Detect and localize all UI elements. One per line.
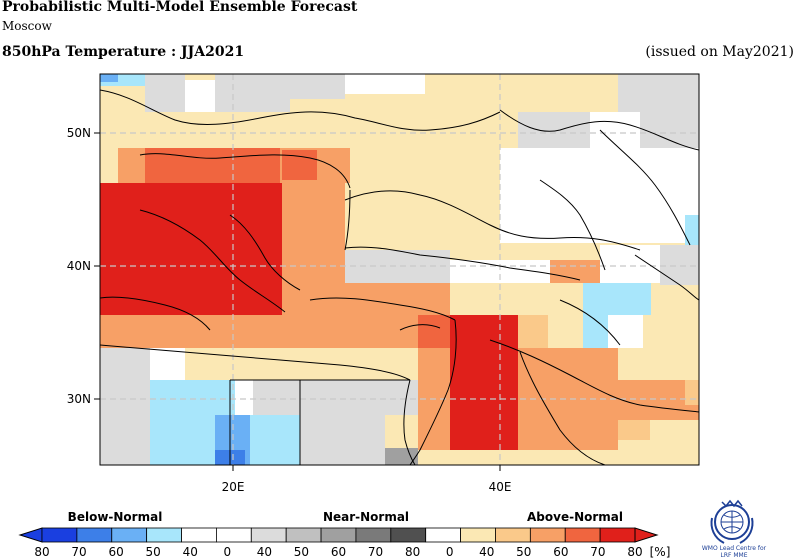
legend-tick-label: 70 <box>71 545 86 559</box>
legend-tick-label: 40 <box>257 545 272 559</box>
legend-tick-label: 80 <box>405 545 420 559</box>
lon-label-40e: 40E <box>489 480 512 494</box>
legend-below-normal: Below-Normal <box>68 510 163 524</box>
legend-tick-label: 0 <box>446 545 454 559</box>
colorbar-segment <box>355 527 392 543</box>
wmo-caption-line1: WMO Lead Centre for <box>701 545 767 552</box>
legend-colorbar <box>18 527 659 543</box>
legend-tick-label: 60 <box>553 545 568 559</box>
legend-above-normal: Above-Normal <box>527 510 623 524</box>
legend-tick-label: 80 <box>34 545 49 559</box>
legend-tick-labels: 80 70 60 50 40 0 40 50 60 70 80 0 40 50 60 70 80 <box>34 545 642 559</box>
axis-ticks <box>94 132 501 471</box>
legend-tick-label: 60 <box>108 545 123 559</box>
page-title: Probabilistic Multi-Model Ensemble Forec… <box>2 0 358 15</box>
wmo-caption: WMO Lead Centre for LRF MME <box>690 545 778 559</box>
colorbar-segment <box>285 527 322 543</box>
colorbar-segment <box>181 527 217 543</box>
colorbar-segment <box>216 527 252 543</box>
coastlines <box>100 89 699 465</box>
colorbar-segment <box>146 527 182 543</box>
wmo-logo <box>710 499 754 544</box>
legend-tick-label: 50 <box>516 545 531 559</box>
legend-near-normal: Near-Normal <box>323 510 409 524</box>
legend-tick-label: 70 <box>368 545 383 559</box>
legend-tick-label: 70 <box>590 545 605 559</box>
colorbar-right-arrow <box>634 527 659 543</box>
colorbar-segment <box>41 527 78 543</box>
colorbar-segment <box>460 527 496 543</box>
legend-tick-label: 40 <box>479 545 494 559</box>
colorbar-segment <box>390 527 427 543</box>
map-frame <box>99 73 700 466</box>
colorbar-segment <box>529 527 566 543</box>
issued-date: (issued on May2021) <box>645 44 794 60</box>
colorbar-segment <box>320 527 357 543</box>
colorbar-segment <box>76 527 113 543</box>
colorbar-left-arrow <box>18 527 43 543</box>
legend-unit: [%] <box>650 545 671 559</box>
graticule <box>100 74 699 465</box>
variable-label: 850hPa Temperature : JJA2021 <box>2 44 245 60</box>
city-subtitle: Moscow <box>2 19 52 33</box>
lat-label-50n: 50N <box>67 126 91 140</box>
legend-tick-label: 50 <box>146 545 161 559</box>
lat-label-30n: 30N <box>67 392 91 406</box>
colorbar-segment <box>425 527 461 543</box>
legend-tick-label: 40 <box>183 545 198 559</box>
colorbar-segment <box>599 527 636 543</box>
lat-label-40n: 40N <box>67 259 91 273</box>
legend-tick-label: 80 <box>627 545 642 559</box>
colorbar-segment <box>250 527 287 543</box>
legend-tick-label: 60 <box>331 545 346 559</box>
lon-label-20e: 20E <box>222 480 245 494</box>
legend-tick-label: 0 <box>223 545 231 559</box>
colorbar-segment <box>564 527 601 543</box>
colorbar-segment <box>495 527 531 543</box>
colorbar-segment <box>111 527 148 543</box>
legend-tick-label: 50 <box>294 545 309 559</box>
wmo-caption-line2: LRF MME <box>720 552 748 559</box>
probability-grid <box>100 74 699 465</box>
